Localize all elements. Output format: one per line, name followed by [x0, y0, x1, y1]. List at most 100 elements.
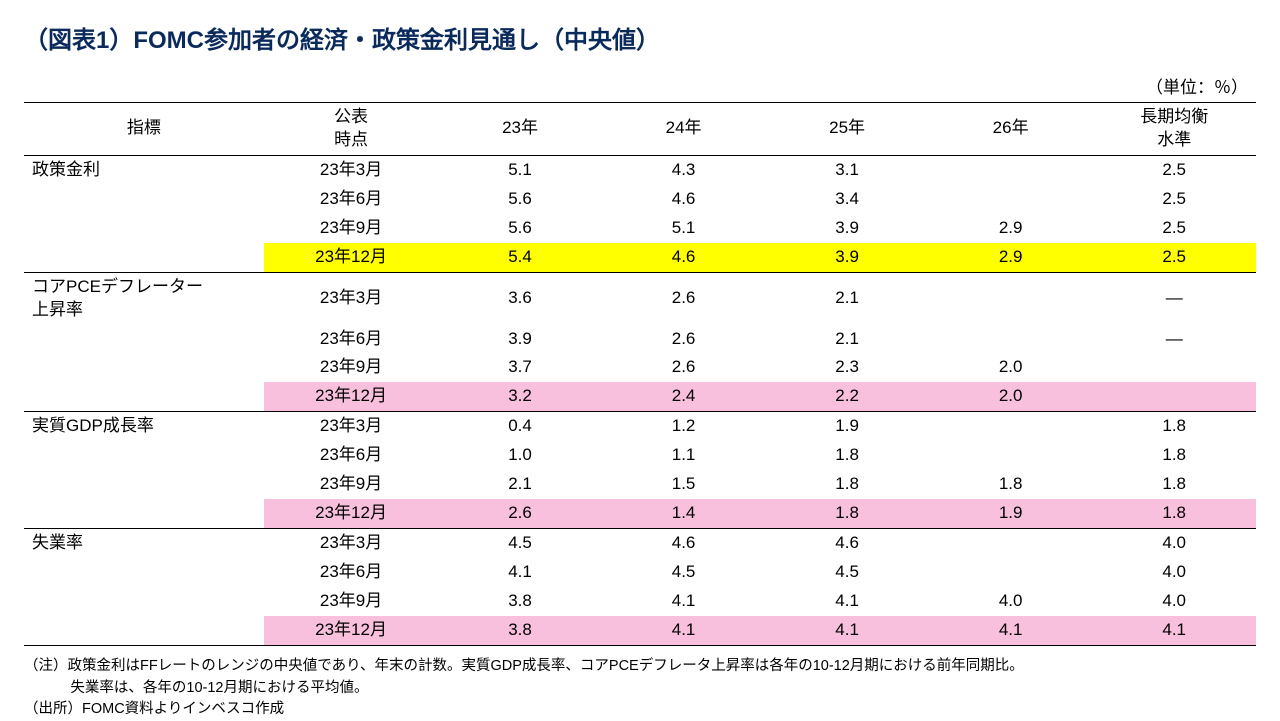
cell-long: 2.5	[1092, 155, 1256, 184]
cell-y23: 3.2	[438, 382, 602, 411]
cell-long	[1092, 382, 1256, 411]
indicator-cell	[24, 499, 264, 528]
cell-y25: 1.8	[765, 441, 929, 470]
table-row: 23年12月5.44.63.92.92.5	[24, 243, 1256, 272]
note-line-1: （注）政策金利はFFレートのレンジの中央値であり、年末の計数。実質GDP成長率、…	[24, 656, 1256, 678]
cell-timing: 23年9月	[264, 353, 438, 382]
cell-y26	[929, 155, 1093, 184]
cell-y26: 2.0	[929, 382, 1093, 411]
table-row: 23年12月3.84.14.14.14.1	[24, 616, 1256, 645]
cell-timing: 23年12月	[264, 243, 438, 272]
cell-long: 1.8	[1092, 499, 1256, 528]
table-row: 23年9月3.84.14.14.04.0	[24, 587, 1256, 616]
indicator-cell	[24, 558, 264, 587]
th-y26: 26年	[929, 103, 1093, 156]
cell-long: 2.5	[1092, 214, 1256, 243]
cell-long: 2.5	[1092, 185, 1256, 214]
cell-y26	[929, 272, 1093, 324]
cell-y26: 4.1	[929, 616, 1093, 645]
cell-timing: 23年3月	[264, 272, 438, 324]
cell-timing: 23年6月	[264, 325, 438, 354]
th-y23: 23年	[438, 103, 602, 156]
cell-long: —	[1092, 272, 1256, 324]
cell-y25: 3.9	[765, 214, 929, 243]
cell-long: 1.8	[1092, 470, 1256, 499]
cell-y25: 2.3	[765, 353, 929, 382]
chart-title: （図表1）FOMC参加者の経済・政策金利見通し（中央値）	[24, 20, 1256, 55]
cell-y26: 2.0	[929, 353, 1093, 382]
indicator-cell	[24, 382, 264, 411]
cell-y24: 2.6	[602, 325, 766, 354]
cell-y24: 2.4	[602, 382, 766, 411]
th-y24: 24年	[602, 103, 766, 156]
indicator-cell	[24, 325, 264, 354]
cell-y25: 1.8	[765, 470, 929, 499]
cell-y24: 4.6	[602, 529, 766, 558]
cell-y25: 3.9	[765, 243, 929, 272]
cell-y26: 2.9	[929, 214, 1093, 243]
indicator-cell: 政策金利	[24, 155, 264, 184]
indicator-cell	[24, 214, 264, 243]
cell-y24: 1.1	[602, 441, 766, 470]
cell-y23: 4.1	[438, 558, 602, 587]
cell-y25: 4.1	[765, 587, 929, 616]
indicator-cell	[24, 441, 264, 470]
cell-y26: 4.0	[929, 587, 1093, 616]
cell-y26	[929, 558, 1093, 587]
cell-y24: 1.2	[602, 412, 766, 441]
cell-y23: 3.6	[438, 272, 602, 324]
cell-y23: 2.1	[438, 470, 602, 499]
cell-y24: 1.4	[602, 499, 766, 528]
cell-long: 1.8	[1092, 441, 1256, 470]
table-row: 23年6月5.64.63.42.5	[24, 185, 1256, 214]
cell-y23: 4.5	[438, 529, 602, 558]
cell-y24: 2.6	[602, 272, 766, 324]
indicator-cell	[24, 470, 264, 499]
note-line-2: 失業率は、各年の10-12月期における平均値。	[24, 678, 1256, 700]
cell-y23: 3.9	[438, 325, 602, 354]
cell-long: 4.0	[1092, 558, 1256, 587]
cell-y23: 2.6	[438, 499, 602, 528]
cell-y26: 1.8	[929, 470, 1093, 499]
cell-timing: 23年6月	[264, 185, 438, 214]
cell-timing: 23年9月	[264, 470, 438, 499]
cell-y24: 4.5	[602, 558, 766, 587]
th-indicator: 指標	[24, 103, 264, 156]
footnotes: （注）政策金利はFFレートのレンジの中央値であり、年末の計数。実質GDP成長率、…	[24, 656, 1256, 721]
cell-timing: 23年6月	[264, 558, 438, 587]
th-long: 長期均衡水準	[1092, 103, 1256, 156]
cell-y25: 1.9	[765, 412, 929, 441]
cell-y24: 4.6	[602, 243, 766, 272]
table-row: 23年9月2.11.51.81.81.8	[24, 470, 1256, 499]
cell-timing: 23年12月	[264, 499, 438, 528]
indicator-cell: コアPCEデフレーター上昇率	[24, 272, 264, 324]
cell-y23: 0.4	[438, 412, 602, 441]
indicator-cell	[24, 587, 264, 616]
cell-y25: 1.8	[765, 499, 929, 528]
cell-y25: 4.6	[765, 529, 929, 558]
cell-y23: 3.8	[438, 616, 602, 645]
cell-y25: 3.1	[765, 155, 929, 184]
table-row: 政策金利23年3月5.14.33.12.5	[24, 155, 1256, 184]
indicator-cell: 失業率	[24, 529, 264, 558]
cell-y23: 5.1	[438, 155, 602, 184]
cell-timing: 23年9月	[264, 587, 438, 616]
table-row: 23年9月5.65.13.92.92.5	[24, 214, 1256, 243]
cell-long	[1092, 353, 1256, 382]
cell-timing: 23年6月	[264, 441, 438, 470]
cell-y26	[929, 185, 1093, 214]
cell-long: 2.5	[1092, 243, 1256, 272]
table-row: 23年6月4.14.54.54.0	[24, 558, 1256, 587]
table-row: 23年9月3.72.62.32.0	[24, 353, 1256, 382]
cell-y24: 2.6	[602, 353, 766, 382]
cell-y25: 4.5	[765, 558, 929, 587]
table-row: 23年6月1.01.11.81.8	[24, 441, 1256, 470]
th-timing: 公表時点	[264, 103, 438, 156]
cell-y24: 4.1	[602, 587, 766, 616]
table-row: 失業率23年3月4.54.64.64.0	[24, 529, 1256, 558]
cell-y23: 3.7	[438, 353, 602, 382]
cell-y24: 4.1	[602, 616, 766, 645]
cell-long: —	[1092, 325, 1256, 354]
cell-y23: 1.0	[438, 441, 602, 470]
cell-y26	[929, 412, 1093, 441]
